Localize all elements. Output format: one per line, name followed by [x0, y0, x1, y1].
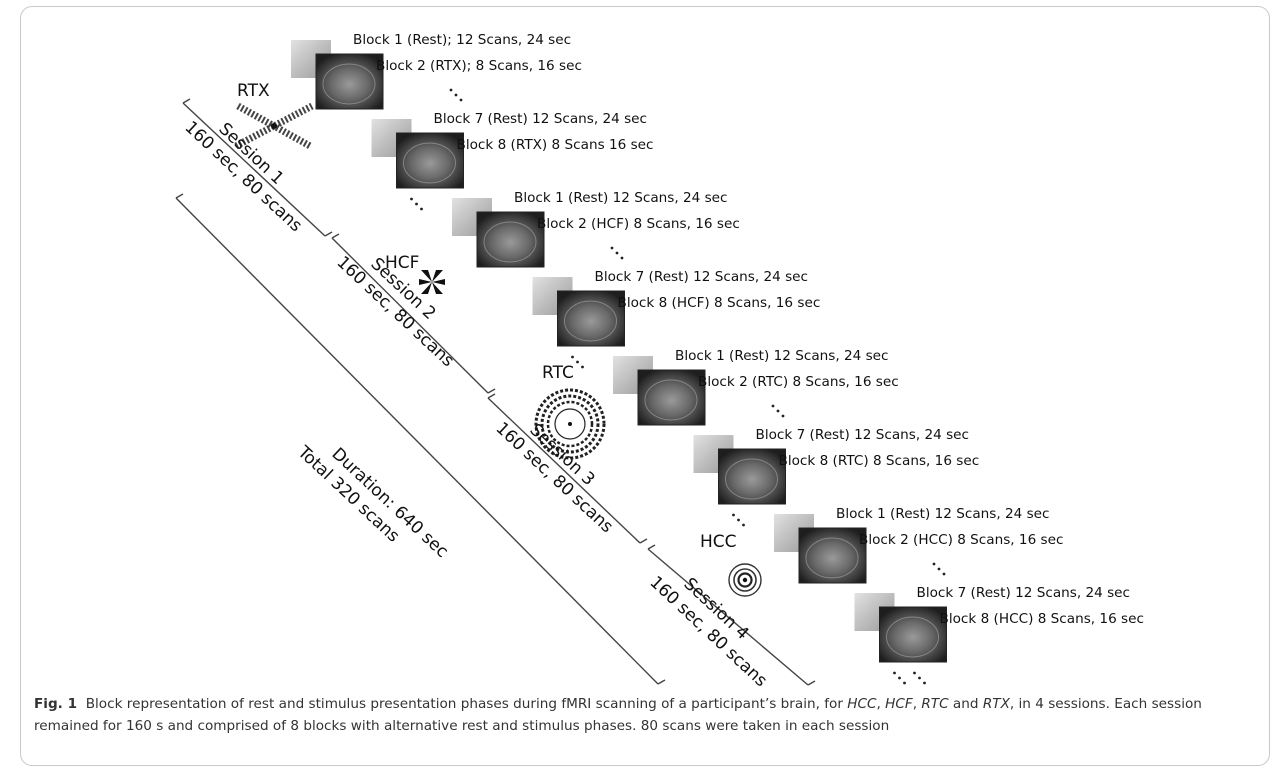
stimulus-block-label: Block 8 (RTC) 8 Scans, 16 sec	[779, 453, 980, 469]
block-pair: Block 7 (Rest) 12 Scans, 24 sec Block 8 (…	[532, 269, 821, 369]
stimulus-scan-image	[798, 527, 867, 584]
caption-text: Block representation of rest and stimulu…	[85, 696, 848, 712]
continuation-dots	[893, 671, 906, 685]
stimulus-label: RTC	[542, 363, 574, 383]
stimulus-label: RTX	[237, 81, 270, 101]
continuation-dots	[932, 562, 946, 576]
rest-block-label: Block 1 (Rest) 12 Scans, 24 sec	[514, 190, 728, 206]
block-design-diagram: Block 1 (Rest); 12 Scans, 24 sec Block 2 …	[175, 32, 1144, 690]
block-pair: Block 7 (Rest) 12 Scans, 24 sec Block 8 (…	[371, 111, 654, 211]
stimulus-rtc: RTC	[534, 363, 606, 460]
stimulus-block-label: Block 2 (HCC) 8 Scans, 16 sec	[859, 532, 1063, 548]
stimulus-scan-image	[718, 448, 786, 505]
radial-checkerboard-circle-icon	[534, 388, 606, 460]
caption-term-rtx: RTX	[982, 696, 1010, 712]
brain-outline	[564, 300, 617, 342]
stimulus-block-label: Block 8 (RTX) 8 Scans 16 sec	[457, 137, 654, 153]
session-4-bracket	[647, 544, 816, 686]
continuation-dots	[449, 88, 463, 102]
brain-outline	[886, 616, 939, 658]
stimulus-label: HCF	[385, 253, 419, 273]
stimulus-hcf: HCF	[385, 253, 445, 294]
session-1-label: Session 1 160 sec, 80 scans	[181, 117, 306, 236]
rest-block-label: Block 7 (Rest) 12 Scans, 24 sec	[756, 427, 970, 443]
total-duration-bracket	[175, 193, 666, 685]
continuation-dots	[913, 671, 926, 685]
scan-blocks-layer: Block 1 (Rest); 12 Scans, 24 sec Block 2 …	[291, 32, 1144, 685]
session-4-label: Session 4 160 sec, 80 scans	[646, 572, 771, 690]
brain-outline	[403, 142, 456, 184]
rest-block-label: Block 1 (Rest) 12 Scans, 24 sec	[836, 506, 1050, 522]
stimulus-block-label: Block 8 (HCC) 8 Scans, 16 sec	[940, 611, 1144, 627]
continuation-dots	[732, 513, 745, 527]
stimulus-scan-image	[637, 369, 706, 426]
figure-caption: Fig. 1 Block representation of rest and …	[34, 693, 1259, 737]
caption-term-hcc: HCC	[847, 696, 877, 712]
caption-separator: ,	[876, 696, 886, 712]
stimulus-block-label: Block 2 (RTC) 8 Scans, 16 sec	[698, 374, 899, 390]
continuation-dots	[610, 246, 624, 260]
block-pair: Block 1 (Rest); 12 Scans, 24 sec Block 2 …	[291, 32, 582, 110]
concentric-circles-icon	[728, 563, 762, 597]
session-3-bracket	[487, 393, 648, 544]
continuation-dots	[410, 197, 423, 211]
brain-outline	[725, 458, 778, 500]
stimulus-hcc: HCC	[700, 532, 762, 597]
block-pair: Block 1 (Rest) 12 Scans, 24 sec Block 2 (…	[774, 506, 1063, 584]
stimulus-scan-image	[879, 606, 947, 663]
stimulus-block-label: Block 8 (HCF) 8 Scans, 16 sec	[618, 295, 821, 311]
continuation-dots	[571, 355, 584, 369]
rest-block-label: Block 7 (Rest) 12 Scans, 24 sec	[595, 269, 809, 285]
stimulus-block-label: Block 2 (RTX); 8 Scans, 16 sec	[376, 58, 582, 74]
stimulus-rtx: RTX	[234, 81, 314, 150]
stimulus-scan-image	[476, 211, 545, 268]
caption-term-hcf: HCF	[885, 696, 913, 712]
session-1-bracket	[182, 98, 333, 237]
session-3-label: Session 3 160 sec, 80 scans	[492, 418, 617, 537]
rest-block-label: Block 1 (Rest); 12 Scans, 24 sec	[353, 32, 571, 48]
stimulus-label: HCC	[700, 532, 737, 552]
stimulus-scan-image	[396, 132, 464, 189]
stimulus-block-label: Block 2 (HCF) 8 Scans, 16 sec	[537, 216, 740, 232]
caption-text: , in 4 sessions. Each session remained f…	[34, 696, 1202, 734]
block-pair: Block 7 (Rest) 12 Scans, 24 sec Block 8 (…	[854, 585, 1144, 685]
rest-block-label: Block 7 (Rest) 12 Scans, 24 sec	[917, 585, 1131, 601]
stimulus-scan-image	[557, 290, 625, 347]
block-pair: Block 7 (Rest) 12 Scans, 24 sec Block 8 (…	[693, 427, 980, 527]
stimulus-scan-image	[315, 53, 384, 110]
block-pair: Block 1 (Rest) 12 Scans, 24 sec Block 2 (…	[613, 348, 899, 426]
session-2-bracket	[331, 233, 496, 394]
brain-outline	[483, 221, 537, 263]
session-brackets	[175, 98, 816, 686]
brain-outline	[805, 537, 859, 579]
caption-term-rtc: RTC	[921, 696, 949, 712]
checkerboard-fan-icon	[419, 270, 445, 294]
caption-separator: and	[948, 696, 983, 712]
continuation-dots	[771, 404, 785, 418]
rest-block-label: Block 7 (Rest) 12 Scans, 24 sec	[434, 111, 648, 127]
brain-outline	[644, 379, 698, 421]
total-duration-label: Duration: 640 sec Total 320 scans	[293, 442, 452, 562]
figure-label: Fig. 1	[34, 696, 78, 712]
brain-outline	[322, 63, 376, 105]
caption-separator: ,	[912, 696, 922, 712]
block-pair: Block 1 (Rest) 12 Scans, 24 sec Block 2 (…	[452, 190, 740, 268]
rest-block-label: Block 1 (Rest) 12 Scans, 24 sec	[675, 348, 889, 364]
checkerboard-x-icon	[234, 102, 314, 150]
